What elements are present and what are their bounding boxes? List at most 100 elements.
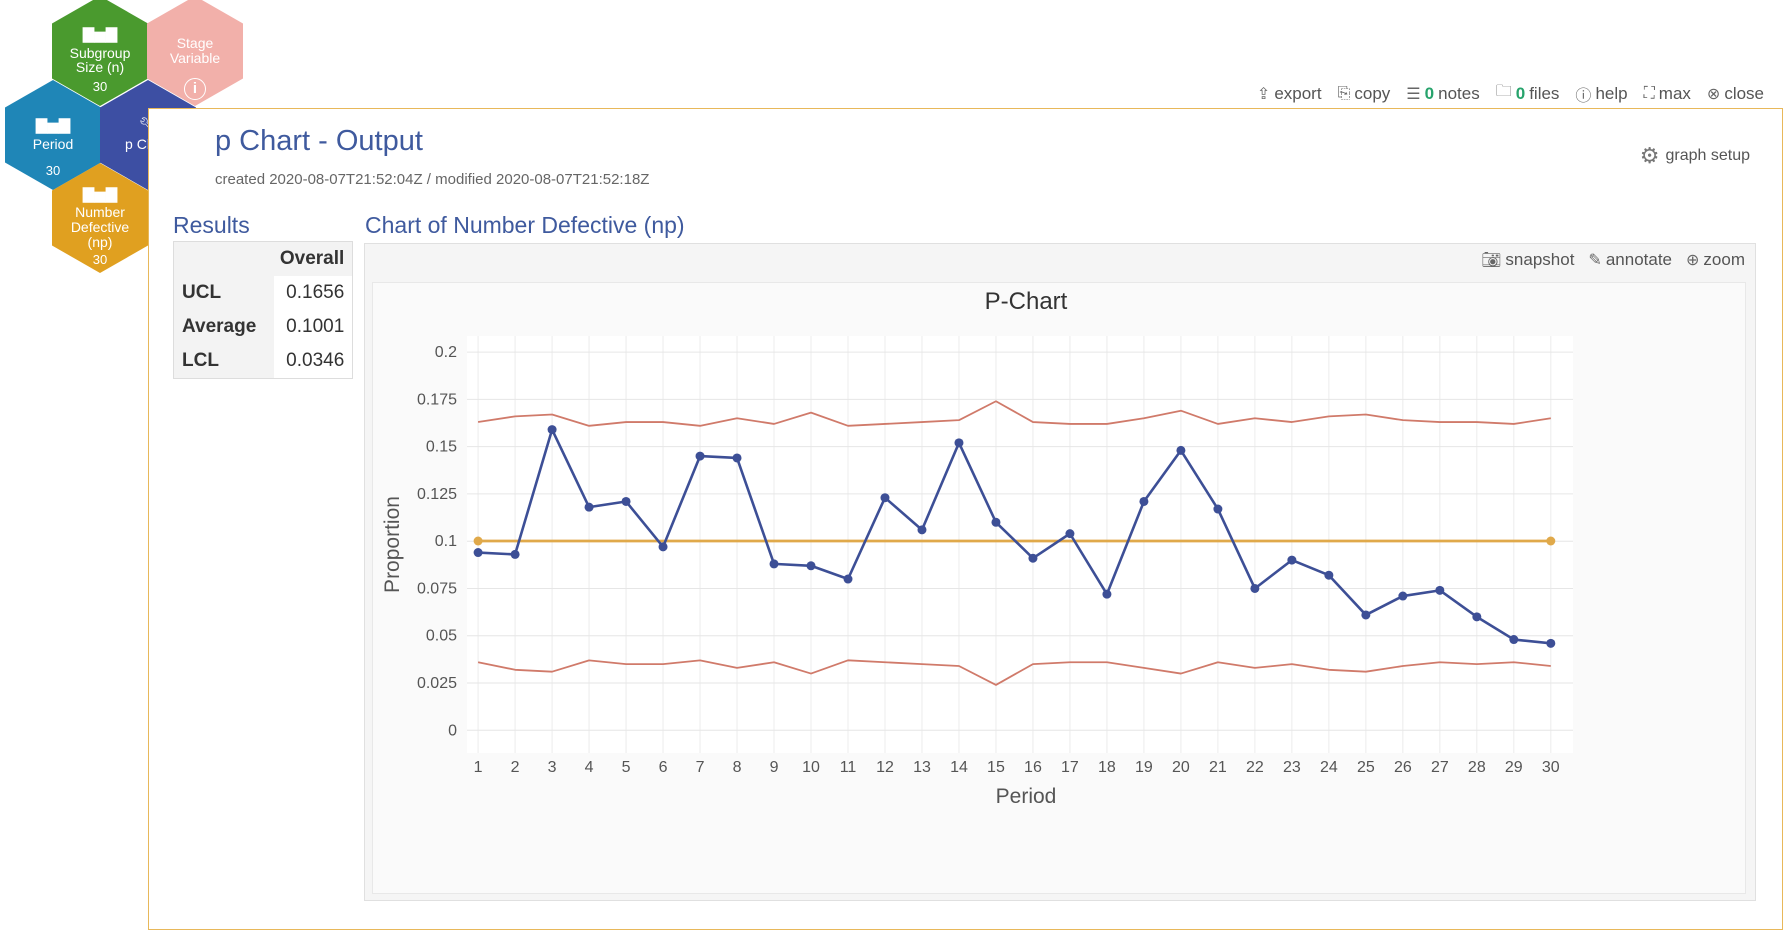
snapshot-label: snapshot (1505, 250, 1575, 269)
row-label: LCL (182, 350, 219, 371)
y-tick-label: 0.15 (426, 439, 457, 456)
x-tick-label: 6 (659, 759, 668, 776)
hex-label: (np) (87, 233, 113, 250)
y-tick-label: 0 (448, 722, 457, 739)
output-panel: p Chart - Output created 2020-08-07T21:5… (148, 108, 1783, 930)
info-icon[interactable]: i (184, 78, 206, 100)
x-tick-label: 18 (1098, 759, 1116, 776)
data-point (584, 502, 594, 512)
hex-label: Defective (70, 219, 130, 236)
files-button[interactable]: 🗀︎ 0 files (1496, 80, 1560, 107)
column-header: Overall (279, 248, 345, 269)
y-tick-label: 0.125 (417, 486, 457, 503)
data-point (1435, 585, 1445, 595)
export-icon: ⇪ (1256, 85, 1271, 103)
x-tick-label: 17 (1061, 759, 1079, 776)
y-tick-label: 0.175 (417, 391, 457, 408)
graph-setup-button[interactable]: ⚙ graph setup (1640, 143, 1750, 169)
copy-button[interactable]: ⎘ copy (1338, 80, 1391, 107)
hex-label: Period (32, 136, 74, 153)
copy-label: copy (1354, 83, 1391, 103)
timestamp-meta: created 2020-08-07T21:52:04Z / modified … (215, 171, 650, 188)
data-point (1546, 638, 1556, 648)
gear-icon: ⚙ (1639, 143, 1660, 168)
data-point (806, 561, 816, 571)
x-tick-label: 29 (1505, 759, 1523, 776)
x-tick-label: 20 (1172, 759, 1190, 776)
data-point (1398, 591, 1408, 601)
data-point (732, 453, 742, 463)
data-point (1139, 496, 1149, 506)
help-button[interactable]: ⓘ help (1575, 80, 1627, 107)
list-icon: ☰ (1406, 85, 1421, 103)
y-tick-label: 0.05 (426, 628, 457, 645)
average-endpoint (1546, 536, 1556, 546)
chart-title: P-Chart (985, 288, 1068, 315)
x-tick-label: 16 (1024, 759, 1042, 776)
y-tick-label: 0.025 (417, 675, 457, 692)
data-point (547, 425, 557, 435)
x-tick-label: 19 (1135, 759, 1153, 776)
hex-navigation-cluster: ▇▅▇ Subgroup Size (n) 30 Stage Variable … (0, 0, 260, 290)
snapshot-button[interactable]: 📷︎ snapshot (1481, 250, 1574, 270)
page-title: p Chart - Output (215, 125, 423, 157)
x-tick-label: 8 (733, 759, 742, 776)
x-tick-label: 12 (876, 759, 894, 776)
y-tick-label: 0.2 (435, 344, 457, 361)
x-tick-label: 9 (770, 759, 779, 776)
zoom-in-icon: ⊕ (1686, 252, 1700, 269)
max-label: max (1658, 83, 1691, 103)
x-tick-label: 1 (474, 759, 483, 776)
series-line-proportion (478, 428, 1551, 645)
data-point (1250, 583, 1260, 593)
data-point (621, 496, 631, 506)
files-count: 0 (1515, 83, 1526, 103)
zoom-label: zoom (1703, 250, 1745, 269)
data-point (917, 525, 927, 535)
x-tick-label: 15 (987, 759, 1005, 776)
x-tick-label: 10 (802, 759, 820, 776)
data-point (1324, 570, 1334, 580)
x-tick-label: 11 (840, 759, 857, 776)
graph-setup-label: graph setup (1665, 147, 1750, 164)
data-point (1102, 589, 1112, 599)
close-button[interactable]: ⊗ close (1707, 80, 1764, 107)
results-title: Results (173, 212, 250, 238)
hex-label: Number (75, 204, 125, 221)
results-table: Overall UCL 0.1656 Average 0.1001 LCL 0.… (173, 241, 354, 379)
y-tick-label: 0.1 (435, 533, 457, 550)
hex-count: 30 (92, 252, 108, 268)
annotate-button[interactable]: ✎ annotate (1588, 250, 1672, 270)
data-point (473, 548, 483, 558)
x-tick-label: 4 (585, 759, 594, 776)
folder-icon: 🗀︎ (1495, 83, 1512, 100)
max-button[interactable]: ⛶ max (1644, 80, 1691, 107)
data-point (1213, 504, 1223, 514)
help-label: help (1595, 83, 1628, 103)
average-endpoint (473, 536, 483, 546)
hex-count: 30 (92, 79, 108, 95)
export-button[interactable]: ⇪ export (1257, 80, 1322, 107)
x-tick-label: 28 (1468, 759, 1486, 776)
x-tick-label: 13 (913, 759, 931, 776)
close-label: close (1724, 83, 1764, 103)
series-line-lcl (477, 659, 1551, 686)
hex-label: Subgroup (69, 44, 131, 61)
x-tick-label: 26 (1394, 759, 1412, 776)
x-tick-label: 25 (1357, 759, 1375, 776)
x-axis-label: Period (996, 785, 1057, 808)
data-point (880, 493, 890, 503)
data-point (658, 542, 668, 552)
notes-label: notes (1438, 83, 1480, 103)
p-chart-svg: P-Chart 0 0.025 0.05 0.075 0.1 0.125 0.15 0.175 0… (381, 288, 1573, 808)
data-point (1509, 635, 1519, 645)
series-line-ucl (477, 400, 1551, 427)
table-header-row: Overall (174, 242, 353, 277)
zoom-button[interactable]: ⊕ zoom (1686, 250, 1745, 270)
data-point (991, 517, 1001, 527)
export-label: export (1274, 83, 1322, 103)
data-point (510, 549, 520, 559)
x-tick-label: 27 (1431, 759, 1449, 776)
notes-button[interactable]: ☰ 0 notes (1406, 80, 1479, 107)
row-label: UCL (182, 282, 222, 303)
